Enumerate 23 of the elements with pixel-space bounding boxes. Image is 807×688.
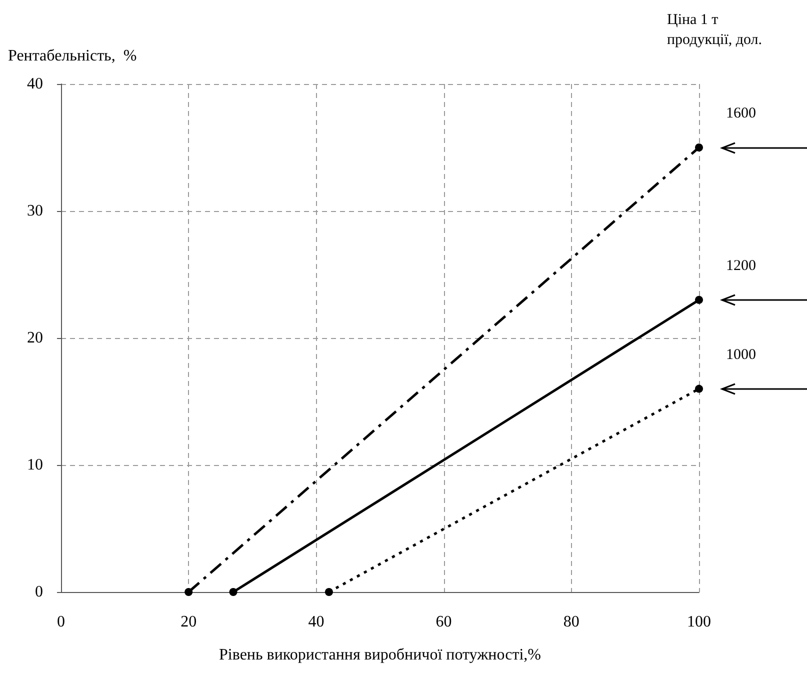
- x-tick-label: 20: [180, 614, 197, 630]
- x-tick-label: 40: [308, 614, 324, 630]
- y-tick-label: 40: [27, 76, 43, 92]
- x-tick-label: 60: [436, 614, 452, 630]
- point: [695, 296, 703, 304]
- x-tick-label: 80: [563, 614, 580, 630]
- point: [324, 588, 333, 596]
- point: [184, 588, 193, 596]
- x-tick-label: 100: [687, 614, 711, 630]
- y-tick-label: 30: [27, 202, 43, 220]
- text: 1600: [726, 106, 756, 122]
- y-tick-label: 0: [35, 584, 43, 600]
- point: [695, 144, 703, 152]
- y-axis-title: Рентабельність, %: [8, 48, 137, 64]
- point: [229, 588, 238, 596]
- x-tick-label: 0: [57, 614, 65, 630]
- y-tick-label: 20: [27, 330, 43, 346]
- text: 1200: [726, 258, 756, 274]
- y-tick-label: 10: [27, 456, 43, 474]
- x-axis-title: Рівень використання виробничої потужності,%: [219, 646, 541, 664]
- text: 1000: [726, 346, 756, 363]
- legend-title: Ціна 1 т продукції, дол.: [667, 12, 762, 48]
- point: [695, 384, 703, 393]
